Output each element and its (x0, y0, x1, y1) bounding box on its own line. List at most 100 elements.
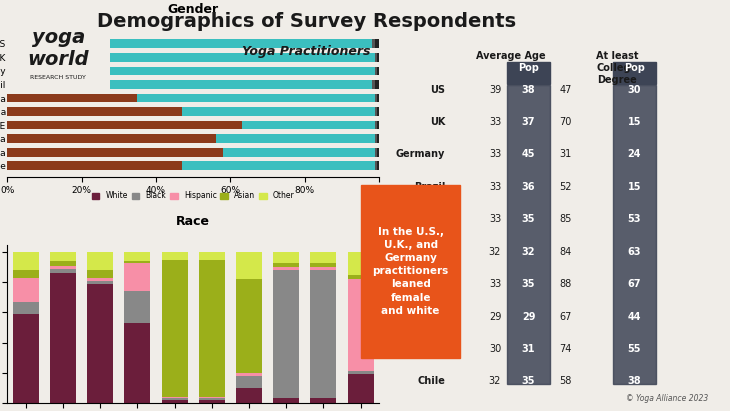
Bar (161, 252, 188, 260)
Bar (50, 269, 76, 273)
Bar (377, 53, 379, 62)
Bar (273, 263, 299, 267)
Text: 74: 74 (560, 344, 572, 354)
Bar (347, 371, 374, 374)
Text: 32: 32 (489, 376, 501, 386)
Bar (13, 252, 39, 270)
Bar (50, 266, 76, 269)
Text: Nigeria: Nigeria (405, 344, 445, 354)
Text: yoga: yoga (32, 28, 85, 47)
Text: 58: 58 (560, 376, 572, 386)
Bar (13, 314, 39, 403)
Bar (375, 134, 377, 143)
Text: 32: 32 (522, 247, 535, 257)
Bar (199, 260, 225, 397)
Bar (13, 302, 39, 314)
Text: 33: 33 (489, 279, 501, 289)
Bar (372, 80, 375, 89)
Bar (236, 279, 262, 373)
Bar (137, 94, 375, 102)
Text: 67: 67 (628, 279, 641, 289)
Text: 33: 33 (489, 182, 501, 192)
Text: US: US (430, 85, 445, 95)
Bar (377, 67, 379, 75)
Text: 39: 39 (489, 85, 501, 95)
Bar (161, 398, 188, 400)
Bar (7, 148, 223, 157)
Bar (7, 80, 71, 89)
Text: 70: 70 (560, 117, 572, 127)
Text: 29: 29 (522, 312, 535, 321)
Bar (199, 400, 225, 403)
Text: RESEARCH STUDY: RESEARCH STUDY (31, 75, 86, 80)
Bar (375, 80, 379, 89)
Text: At least
College
Degree: At least College Degree (596, 51, 638, 85)
Bar (273, 252, 299, 263)
Bar (242, 121, 375, 129)
Text: world: world (28, 50, 89, 69)
Bar (7, 39, 104, 48)
Text: 84: 84 (560, 247, 572, 257)
Bar (347, 374, 374, 403)
Bar (124, 323, 150, 403)
Bar (377, 107, 379, 116)
Bar (88, 252, 113, 270)
Bar (7, 94, 137, 102)
Bar (236, 373, 262, 376)
Bar (13, 278, 39, 302)
Bar (124, 263, 150, 291)
Bar (310, 270, 337, 398)
Title: Race: Race (176, 215, 210, 228)
Legend: White, Black, Hispanic, Asian, Other: White, Black, Hispanic, Asian, Other (89, 188, 298, 203)
Text: 24: 24 (628, 150, 641, 159)
Text: Yoga Practitioners: Yoga Practitioners (242, 45, 371, 58)
Bar (236, 388, 262, 403)
Bar (7, 107, 182, 116)
Bar (273, 270, 299, 398)
Text: 38: 38 (522, 85, 535, 95)
Text: 53: 53 (628, 214, 641, 224)
Text: 35: 35 (522, 376, 535, 386)
Text: 55: 55 (628, 344, 641, 354)
Text: 47: 47 (560, 85, 572, 95)
Bar (199, 398, 225, 400)
Bar (377, 162, 379, 170)
Bar (347, 279, 374, 371)
Bar (375, 148, 377, 157)
Bar (375, 67, 377, 75)
Bar (199, 252, 225, 260)
Text: 37: 37 (522, 117, 535, 127)
Bar (7, 162, 182, 170)
Bar (223, 148, 375, 157)
Bar (377, 134, 379, 143)
Text: © Yoga Alliance 2023: © Yoga Alliance 2023 (626, 394, 708, 403)
Text: 15: 15 (628, 117, 641, 127)
Bar (375, 121, 377, 129)
Bar (273, 267, 299, 270)
Bar (124, 252, 150, 261)
Bar (50, 273, 76, 403)
Bar (215, 134, 375, 143)
Text: Kenya: Kenya (412, 312, 445, 321)
Text: Demographics of Survey Respondents: Demographics of Survey Respondents (97, 12, 516, 31)
Bar (7, 121, 242, 129)
Bar (236, 376, 262, 388)
Bar (71, 53, 375, 62)
Bar (161, 397, 188, 398)
Bar (347, 252, 374, 275)
Bar (161, 400, 188, 403)
Text: 15: 15 (628, 182, 641, 192)
Text: Brazil: Brazil (414, 182, 445, 192)
Bar (375, 39, 379, 48)
Bar (161, 260, 188, 397)
Text: 44: 44 (628, 312, 641, 321)
Text: 67: 67 (560, 312, 572, 321)
Bar (310, 267, 337, 270)
Bar (182, 107, 375, 116)
Bar (7, 134, 215, 143)
Bar (377, 94, 379, 102)
Text: China: China (414, 214, 445, 224)
Text: 38: 38 (628, 376, 641, 386)
Bar (273, 398, 299, 403)
Bar (7, 67, 71, 75)
